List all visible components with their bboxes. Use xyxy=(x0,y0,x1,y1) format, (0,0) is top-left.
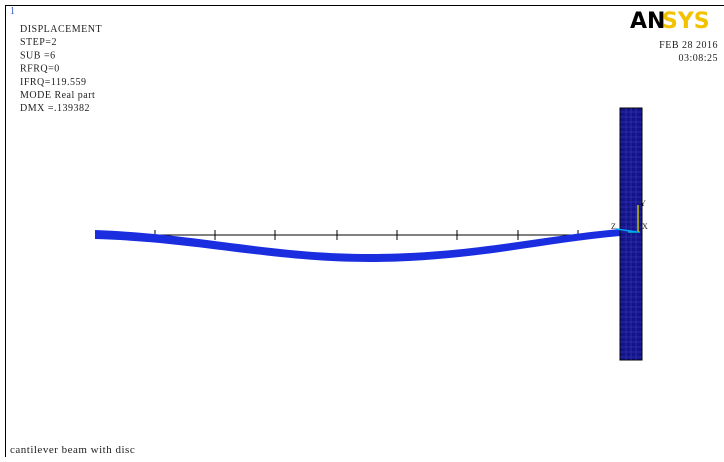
info-line: MODE Real part xyxy=(20,90,95,101)
caption: cantilever beam with disc xyxy=(10,444,135,456)
info-line: DISPLACEMENT xyxy=(20,24,102,35)
triad-x-label: X xyxy=(642,222,648,231)
logo-sys: SYS xyxy=(662,9,710,34)
info-line: SUB =6 xyxy=(20,50,56,61)
window-number: 1 xyxy=(10,6,16,17)
triad-y-label: Y xyxy=(640,199,646,208)
ansys-graphics-window: 1 DISPLACEMENT STEP=2 SUB =6 RFRQ=0 IFRQ=119… xyxy=(0,0,724,457)
triad-z-label: Z xyxy=(611,222,616,231)
info-line: STEP=2 xyxy=(20,37,57,48)
info-line: DMX =.139382 xyxy=(20,103,90,114)
logo-an: AN xyxy=(630,9,665,34)
date: FEB 28 2016 xyxy=(659,40,718,51)
time: 03:08:25 xyxy=(678,53,718,64)
info-line: RFRQ=0 xyxy=(20,64,60,75)
info-line: IFRQ=119.559 xyxy=(20,77,87,88)
